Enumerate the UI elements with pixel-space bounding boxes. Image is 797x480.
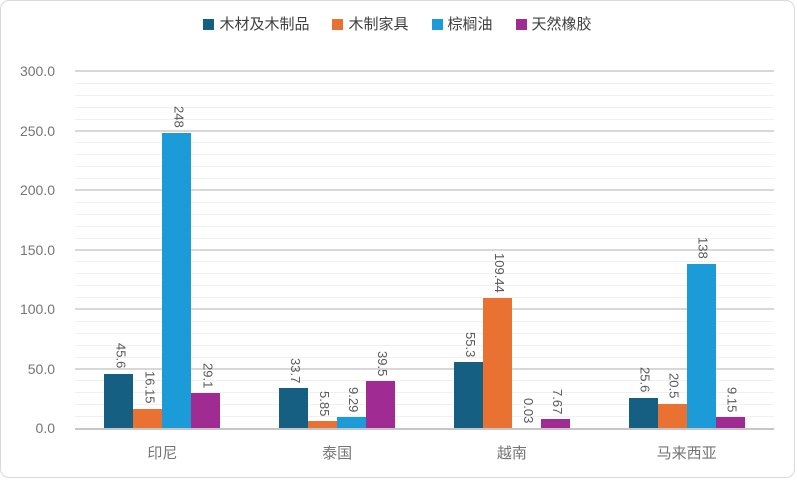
bar [279,387,309,428]
minor-gridline [75,178,774,180]
minor-gridline [75,297,774,299]
legend-item: 木制家具 [332,16,409,33]
x-category-label: 越南 [496,445,527,462]
legend-item: 棕榈油 [431,16,493,33]
bar-data-label: 45.6 [113,343,129,369]
minor-gridline [75,237,774,239]
bar-data-label: 29.1 [200,363,216,389]
legend-label: 木制家具 [348,16,409,33]
bar [162,132,192,428]
bar [308,421,338,428]
bar [715,417,745,428]
minor-gridline [75,392,774,394]
y-tick-label: 200.0 [19,182,55,198]
minor-gridline [75,106,774,108]
minor-gridline [75,344,774,346]
bar [366,381,396,428]
plot-area: 45.6 16.15 248 29.1 33.7 5.85 9.29 39.5 55.3 109.… [75,70,774,430]
minor-gridline [75,142,774,144]
minor-gridline [75,213,774,215]
bar-data-label: 248 [171,106,187,128]
minor-gridline [75,332,774,334]
bar-data-label: 33.7 [288,357,304,383]
bar-data-label: 0.03 [520,397,536,423]
major-gridline [75,308,774,310]
bar-data-label: 138 [695,237,711,259]
minor-gridline [75,273,774,275]
legend-label: 棕榈油 [447,16,493,33]
major-gridline [75,70,774,72]
bar [540,418,570,428]
y-tick-label: 0.0 [35,420,55,436]
x-category-label: 泰国 [322,445,353,462]
minor-gridline [75,285,774,287]
legend-label: 木材及木制品 [219,16,310,33]
major-gridline [75,367,774,370]
bar [686,263,716,428]
legend-item: 木材及木制品 [203,17,309,32]
bar [482,297,512,428]
minor-gridline [75,82,774,84]
legend-swatch-icon [332,19,344,30]
y-tick-label: 150.0 [19,241,55,258]
x-category-label: 马来西亚 [656,445,717,462]
bar [191,393,221,428]
bar-data-label: 109.44 [491,253,507,293]
minor-gridline [75,380,774,382]
legend-item: 天然橡胶 [515,16,592,33]
y-tick-label: 250.0 [19,122,55,139]
minor-gridline [75,320,774,322]
y-tick-label: 50.0 [27,360,55,377]
minor-gridline [75,154,774,156]
y-tick-label: 300.0 [19,63,55,79]
bar-data-label: 20.5 [666,373,682,399]
bar-data-label: 16.15 [142,371,158,404]
bar [104,373,134,428]
bar-data-label: 25.6 [637,367,653,393]
legend-swatch-icon [203,19,215,30]
bar-data-label: 55.3 [462,331,478,358]
minor-gridline [75,166,774,168]
major-gridline [75,189,774,191]
minor-gridline [75,225,774,227]
bar-data-label: 5.85 [317,390,333,417]
minor-gridline [75,261,774,263]
legend-swatch-icon [515,19,527,30]
bar-data-label: 9.29 [346,386,362,412]
bar-data-label: 39.5 [375,350,391,376]
bar [453,362,483,428]
bar-data-label: 7.67 [549,388,565,414]
minor-gridline [75,416,774,418]
x-category-label: 印尼 [147,445,178,462]
legend-swatch-icon [431,19,443,30]
legend-label: 天然橡胶 [531,16,592,33]
legend: 木材及木制品 木制家具 棕榈油 天然橡胶 [1,17,794,32]
minor-gridline [75,404,774,406]
bar [133,408,163,428]
minor-gridline [75,118,774,120]
bar [337,416,367,428]
bar-data-label: 9.15 [724,386,740,413]
y-tick-label: 100.0 [19,301,55,317]
minor-gridline [75,94,774,96]
bar [657,403,687,428]
bar [628,397,658,428]
major-gridline [75,129,774,132]
major-gridline [75,248,774,251]
minor-gridline [75,356,774,358]
minor-gridline [75,201,774,203]
